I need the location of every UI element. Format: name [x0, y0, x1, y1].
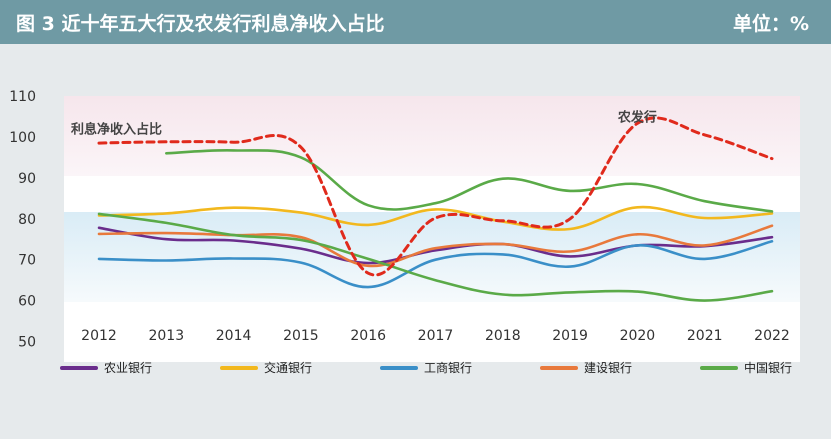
chart-title: 图 3 近十年五大行及农发行利息净收入占比: [16, 13, 385, 35]
y-tick-label: 70: [18, 253, 36, 269]
x-tick-label: 2014: [216, 328, 252, 344]
line-chart: 50 60 70 80 90 100 110 2012 2013 2014 2015 2016 201…: [9, 89, 800, 375]
chart-header: 图 3 近十年五大行及农发行利息净收入占比 单位：%: [0, 0, 831, 44]
legend-label: 中国银行: [744, 360, 792, 375]
y-tick-label: 110: [9, 89, 36, 105]
unit-label: 单位：%: [732, 13, 809, 35]
series-line-工商银行: [97, 240, 774, 289]
annotation-label: 利息净收入占比: [71, 122, 162, 138]
series-line-农发行: [97, 116, 774, 277]
legend-label: 交通银行: [264, 360, 312, 375]
series-line-建设银行: [97, 224, 774, 268]
legend-label: 农业银行: [104, 361, 152, 375]
x-tick-label: 2016: [350, 328, 386, 344]
series-line-secondary-green: [165, 148, 774, 213]
annotation-label: 农发行: [617, 109, 657, 125]
legend-label: 工商银行: [424, 360, 472, 375]
x-tick-label: 2013: [148, 328, 184, 344]
x-tick-label: 2018: [485, 328, 521, 344]
y-tick-label: 50: [18, 335, 36, 351]
x-tick-label: 2019: [552, 328, 588, 344]
x-tick-label: 2017: [418, 328, 454, 344]
x-tick-label: 2012: [81, 328, 117, 344]
x-tick-label: 2022: [754, 328, 790, 344]
y-tick-label: 80: [18, 212, 36, 228]
y-tick-label: 100: [9, 130, 36, 146]
y-tick-label: 60: [18, 294, 36, 310]
legend-label: 建设银行: [584, 361, 632, 375]
y-tick-label: 90: [18, 171, 36, 187]
series-line-农业银行: [97, 226, 774, 265]
series-line-中国银行: [97, 212, 774, 302]
x-tick-label: 2015: [283, 328, 319, 344]
upper-band: [64, 96, 800, 176]
x-tick-label: 2020: [620, 328, 656, 344]
x-tick-label: 2021: [687, 328, 723, 344]
series-line-交通银行: [97, 205, 774, 231]
